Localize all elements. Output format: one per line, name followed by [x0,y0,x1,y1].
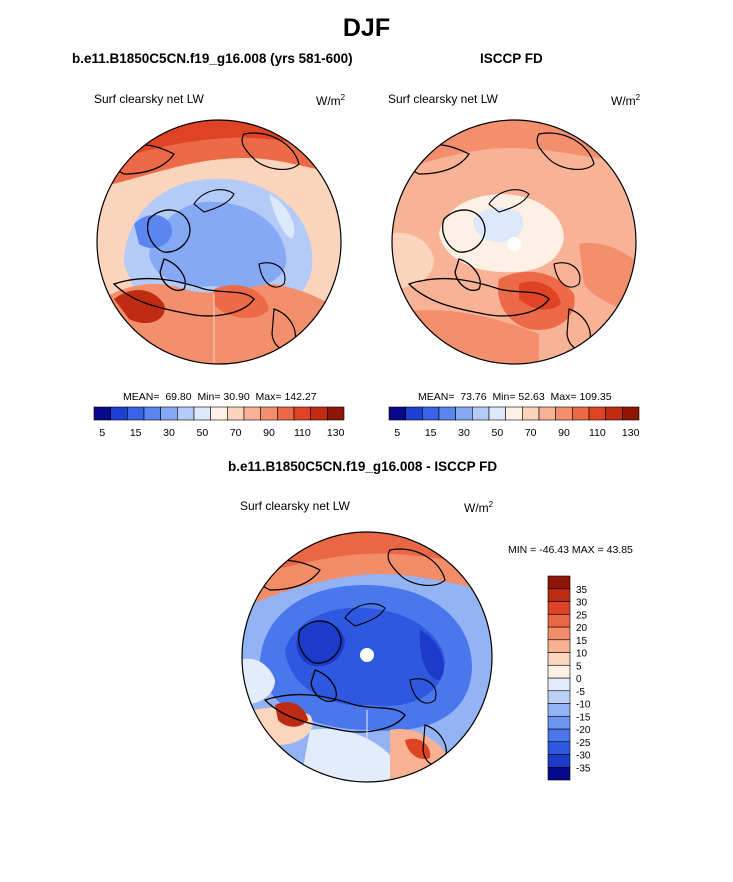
colorbar-swatch [547,652,571,666]
colorbar-tick-label: 30 [163,427,175,439]
colorbar-swatch [522,406,540,421]
colorbar-tick-label: -5 [576,687,585,698]
colorbar-swatch [210,406,228,421]
colorbar-tick-label: 50 [491,427,503,439]
obs-polar-map [391,119,637,365]
colorbar-swatch [547,754,571,768]
colorbar-tick-label: 90 [558,427,570,439]
colorbar-tick-label: 110 [589,427,606,439]
colorbar-swatch [243,406,261,421]
colorbar-tick-label: 90 [263,427,275,439]
colorbar-swatch [388,406,406,421]
season-title: DJF [342,14,391,42]
colorbar-swatch [555,406,573,421]
colorbar-swatch [547,601,571,615]
colorbar-tick-label: -30 [576,751,591,762]
colorbar-tick-label: 30 [576,598,588,609]
colorbar-swatch [547,703,571,717]
colorbar-tick-label: -25 [576,738,591,749]
diff-variable-label: Surf clearsky net LW [240,499,350,513]
colorbar-swatch [422,406,440,421]
colorbar-swatch [605,406,623,421]
colorbar-swatch [547,715,571,730]
colorbar-swatch [547,639,571,653]
colorbar-tick-label: 15 [425,427,437,439]
colorbar-swatch [538,406,556,421]
diff-panel-title: b.e11.B1850C5CN.f19_g16.008 - ISCCP FD [228,459,498,474]
colorbar-swatch [505,406,523,421]
colorbar-swatch [455,406,473,421]
colorbar-tick-label: 30 [458,427,470,439]
colorbar-tick-label: -20 [576,725,591,736]
colorbar-swatch [622,406,640,421]
colorbar-swatch [143,406,161,421]
colorbar-tick-label: 70 [230,427,242,439]
colorbar-swatch [438,406,456,421]
colorbar-tick-label: -10 [576,700,591,711]
model-stats: MEAN= 69.80 Min= 30.90 Max= 142.27 [123,391,317,403]
colorbar-tick-label: 110 [294,427,311,439]
colorbar-tick-label: 15 [576,636,588,647]
colorbar-swatch [547,575,571,590]
obs-colorbar: 5 15 30 50 70 90 110 130 [388,406,640,439]
colorbar-swatch [293,406,311,421]
obs-panel-title: ISCCP FD [480,51,543,66]
diff-polar-map [241,531,493,783]
model-variable-label: Surf clearsky net LW [94,92,204,106]
colorbar-tick-label: -15 [576,712,591,723]
colorbar-tick-label: 5 [394,427,400,439]
colorbar-swatch [588,406,606,421]
colorbar-tick-label: 10 [576,649,588,660]
diff-minmax: MIN = -46.43 MAX = 43.85 [508,544,633,556]
colorbar-tick-label: 130 [622,427,640,439]
obs-variable-label: Surf clearsky net LW [388,92,498,106]
obs-unit-label: W/m2 [611,93,641,108]
colorbar-swatch [310,406,328,421]
colorbar-tick-label: 130 [327,427,345,439]
colorbar-tick-label: -35 [576,763,591,774]
colorbar-swatch [547,626,571,641]
colorbar-tick-label: 15 [130,427,142,439]
colorbar-swatch [160,406,178,421]
colorbar-tick-label: 25 [576,610,588,621]
colorbar-swatch [327,406,345,421]
colorbar-tick-label: 5 [576,661,582,672]
colorbar-swatch [547,728,571,743]
colorbar-swatch [227,406,245,421]
colorbar-swatch [547,766,571,781]
colorbar-tick-label: 50 [196,427,208,439]
model-colorbar: 5 15 30 50 70 90 110 130 [93,406,345,439]
colorbar-tick-label: 35 [576,585,588,596]
colorbar-swatch [93,406,111,421]
model-panel-title: b.e11.B1850C5CN.f19_g16.008 (yrs 581-600… [72,51,353,66]
colorbar-swatch [547,690,571,704]
colorbar-swatch [405,406,423,421]
colorbar-swatch [472,406,490,421]
colorbar-swatch [547,677,571,692]
colorbar-tick-label: 70 [525,427,537,439]
colorbar-swatch [127,406,145,421]
colorbar-tick-label: 0 [576,674,582,685]
model-unit-label: W/m2 [316,93,346,108]
model-polar-map [96,119,342,365]
colorbar-swatch [177,406,195,421]
colorbar-swatch [547,664,571,679]
colorbar-swatch [547,613,571,628]
obs-stats: MEAN= 73.76 Min= 52.63 Max= 109.35 [418,391,612,403]
colorbar-swatch [547,588,571,602]
colorbar-swatch [193,406,211,421]
colorbar-swatch [572,406,590,421]
colorbar-tick-label: 20 [576,623,588,634]
colorbar-tick-label: 5 [99,427,105,439]
diff-unit-label: W/m2 [464,500,494,515]
colorbar-swatch [277,406,295,421]
colorbar-swatch [488,406,506,421]
colorbar-swatch [110,406,128,421]
colorbar-swatch [547,741,571,755]
colorbar-swatch [260,406,278,421]
